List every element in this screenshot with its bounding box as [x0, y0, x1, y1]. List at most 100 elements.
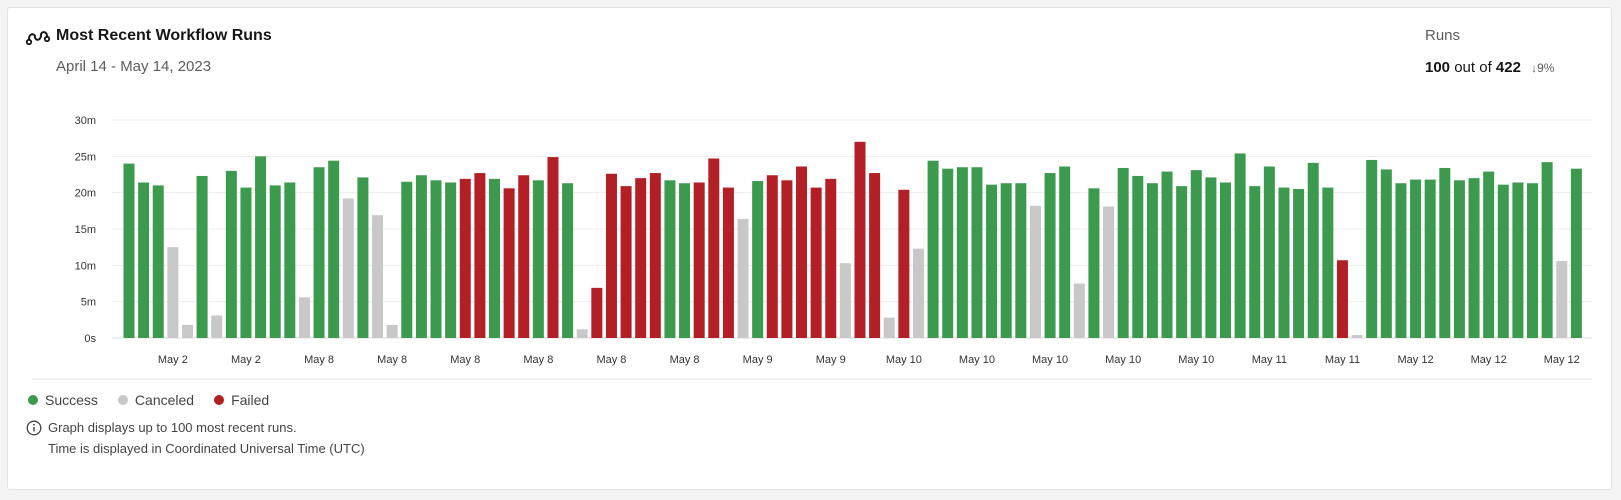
- bar-success[interactable]: [1512, 182, 1524, 338]
- bar-failed[interactable]: [781, 180, 793, 338]
- bar-success[interactable]: [1220, 182, 1231, 338]
- bar-canceled[interactable]: [883, 317, 895, 338]
- bar-success[interactable]: [1483, 171, 1495, 338]
- bar-canceled[interactable]: [1029, 205, 1041, 338]
- bar-failed[interactable]: [693, 182, 705, 338]
- bar-success[interactable]: [1132, 175, 1144, 338]
- bar-success[interactable]: [1117, 167, 1129, 338]
- bar-canceled[interactable]: [298, 297, 310, 338]
- bar-canceled[interactable]: [1073, 283, 1085, 339]
- bar-success[interactable]: [1205, 177, 1217, 338]
- bar-success[interactable]: [255, 156, 267, 338]
- bar-success[interactable]: [1015, 183, 1027, 338]
- bar-success[interactable]: [1453, 180, 1465, 338]
- bar-canceled[interactable]: [181, 324, 193, 338]
- bar-canceled[interactable]: [386, 324, 398, 338]
- bar-canceled[interactable]: [342, 198, 354, 338]
- bar-success[interactable]: [562, 183, 574, 338]
- bar-success[interactable]: [1541, 162, 1553, 338]
- bar-success[interactable]: [401, 181, 413, 338]
- bar-success[interactable]: [532, 180, 544, 338]
- bar-canceled[interactable]: [839, 263, 851, 338]
- bar-success[interactable]: [240, 187, 252, 338]
- bar-failed[interactable]: [474, 173, 486, 338]
- bar-success[interactable]: [328, 160, 340, 338]
- bar-success[interactable]: [1527, 183, 1539, 338]
- bar-success[interactable]: [489, 178, 500, 338]
- bar-failed[interactable]: [591, 287, 603, 338]
- bar-failed[interactable]: [810, 187, 822, 338]
- bar-success[interactable]: [1249, 186, 1261, 338]
- bar-success[interactable]: [1059, 166, 1071, 338]
- bar-success[interactable]: [971, 167, 983, 338]
- bar-success[interactable]: [986, 184, 998, 338]
- bar-failed[interactable]: [547, 157, 559, 338]
- bar-success[interactable]: [1161, 171, 1173, 338]
- bar-failed[interactable]: [518, 175, 530, 338]
- bar-success[interactable]: [1088, 188, 1100, 338]
- bar-success[interactable]: [1570, 168, 1582, 338]
- bar-success[interactable]: [138, 182, 150, 338]
- bar-success[interactable]: [927, 160, 939, 338]
- bar-success[interactable]: [1424, 179, 1436, 338]
- bar-failed[interactable]: [459, 178, 471, 338]
- bar-success[interactable]: [1234, 153, 1246, 338]
- bar-failed[interactable]: [620, 186, 632, 338]
- bar-success[interactable]: [1380, 169, 1392, 338]
- bar-success[interactable]: [1410, 179, 1422, 338]
- bar-success[interactable]: [1263, 166, 1275, 338]
- bar-success[interactable]: [679, 183, 691, 338]
- bar-canceled[interactable]: [211, 315, 223, 338]
- bar-failed[interactable]: [503, 188, 515, 338]
- bar-canceled[interactable]: [1556, 260, 1568, 338]
- bar-success[interactable]: [1497, 184, 1509, 338]
- bar-success[interactable]: [196, 175, 208, 338]
- bar-success[interactable]: [1439, 167, 1451, 338]
- bar-failed[interactable]: [825, 178, 837, 338]
- bar-success[interactable]: [430, 180, 442, 338]
- bar-success[interactable]: [956, 167, 968, 338]
- bar-success[interactable]: [1190, 170, 1202, 338]
- bar-success[interactable]: [752, 181, 764, 338]
- bar-success[interactable]: [415, 175, 427, 338]
- bar-success[interactable]: [664, 180, 676, 338]
- bar-failed[interactable]: [898, 189, 910, 338]
- bar-failed[interactable]: [708, 158, 720, 338]
- bar-success[interactable]: [1322, 187, 1334, 338]
- bar-success[interactable]: [1146, 183, 1158, 338]
- bar-canceled[interactable]: [167, 247, 179, 338]
- bar-success[interactable]: [942, 168, 954, 338]
- bar-success[interactable]: [152, 185, 164, 338]
- bar-success[interactable]: [357, 177, 369, 338]
- bar-canceled[interactable]: [1103, 206, 1115, 338]
- bar-success[interactable]: [225, 170, 237, 338]
- bar-failed[interactable]: [766, 175, 778, 338]
- bar-success[interactable]: [445, 182, 457, 338]
- bar-failed[interactable]: [1336, 260, 1348, 338]
- bar-failed[interactable]: [605, 173, 617, 338]
- bar-success[interactable]: [1176, 186, 1188, 338]
- bar-canceled[interactable]: [912, 248, 924, 338]
- bar-failed[interactable]: [722, 187, 734, 338]
- bar-success[interactable]: [313, 167, 325, 338]
- bar-success[interactable]: [1044, 173, 1056, 338]
- bar-success[interactable]: [1366, 159, 1378, 338]
- bar-failed[interactable]: [854, 141, 866, 338]
- bar-success[interactable]: [1307, 162, 1319, 338]
- bar-failed[interactable]: [869, 173, 881, 338]
- bar-success[interactable]: [1468, 178, 1480, 338]
- bar-success[interactable]: [269, 185, 281, 338]
- bar-canceled[interactable]: [576, 329, 588, 338]
- bar-success[interactable]: [284, 182, 296, 338]
- bar-canceled[interactable]: [1351, 335, 1363, 338]
- bar-success[interactable]: [1278, 187, 1290, 338]
- bar-failed[interactable]: [649, 173, 661, 338]
- bar-canceled[interactable]: [372, 215, 384, 338]
- bar-success[interactable]: [1395, 183, 1407, 338]
- bar-success[interactable]: [1000, 183, 1012, 338]
- bar-success[interactable]: [123, 163, 135, 338]
- bar-failed[interactable]: [796, 166, 808, 338]
- bar-canceled[interactable]: [737, 218, 749, 338]
- bar-success[interactable]: [1293, 189, 1305, 338]
- bar-failed[interactable]: [635, 178, 647, 338]
